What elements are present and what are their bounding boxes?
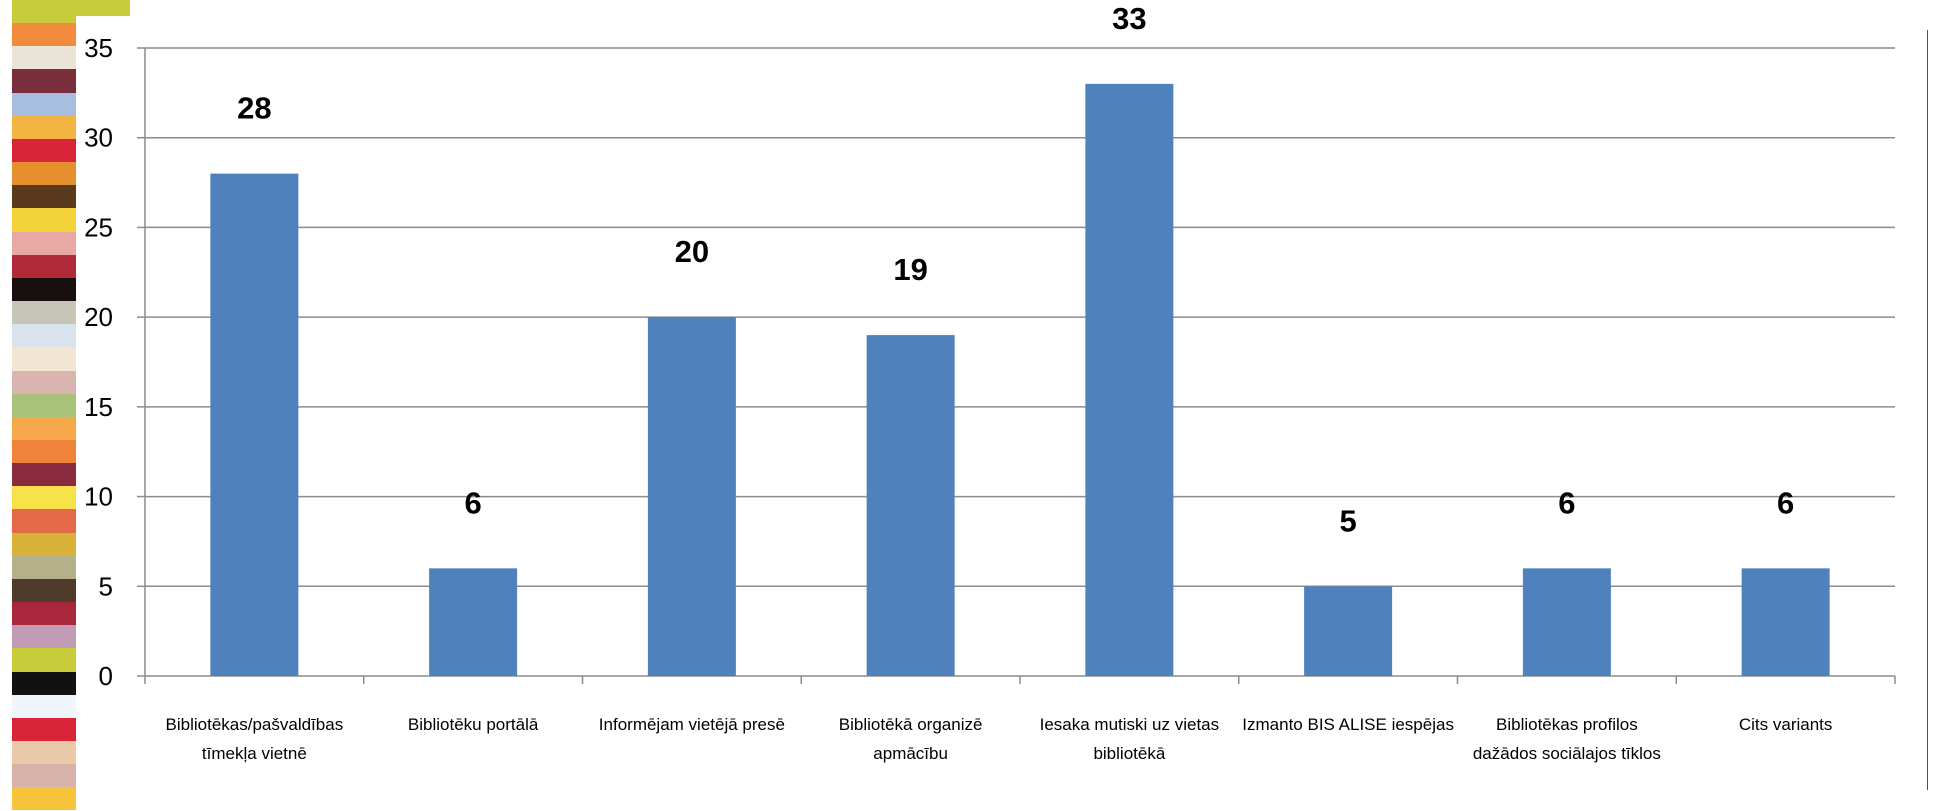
x-category-label: Informējam vietējā presē	[599, 715, 785, 734]
y-tick-label: 10	[84, 482, 113, 512]
data-labels: 28 6 20 19 33 5 6 6	[237, 1, 1794, 538]
stripe	[12, 46, 76, 70]
data-label: 33	[1112, 1, 1146, 36]
stripe	[12, 277, 76, 302]
bar	[866, 335, 955, 676]
stripe	[12, 671, 76, 695]
bar	[1522, 568, 1611, 676]
stripe	[12, 694, 76, 718]
bar	[1304, 586, 1393, 676]
x-category-label: Bibliotēkas profilos	[1496, 715, 1638, 734]
data-label: 6	[1777, 485, 1794, 520]
stripe	[12, 370, 76, 394]
y-tick-label: 25	[84, 212, 113, 242]
stripe	[12, 439, 76, 464]
stripe	[12, 509, 76, 533]
x-category-label: Iesaka mutiski uz vietas	[1040, 715, 1220, 734]
decorative-corner	[60, 0, 130, 16]
stripe	[12, 254, 76, 278]
stripe	[12, 578, 76, 603]
stripe	[12, 185, 76, 209]
stripe	[12, 787, 76, 811]
stripe	[12, 69, 76, 93]
stripe	[12, 138, 76, 163]
y-tick-label: 20	[84, 302, 113, 332]
x-category-label: tīmekļa vietnē	[202, 744, 307, 763]
data-label: 28	[237, 91, 271, 126]
stripe	[12, 625, 76, 649]
stripe	[12, 324, 76, 348]
bar	[647, 317, 736, 676]
x-category-label: Cits variants	[1739, 715, 1833, 734]
bar	[429, 568, 518, 676]
stripe	[12, 532, 76, 556]
bars	[210, 83, 1830, 676]
stripe	[12, 555, 76, 579]
stripe	[12, 347, 76, 371]
data-label: 19	[893, 252, 927, 287]
y-axis: 0 5 10 15 20 25 30 35	[84, 33, 146, 691]
y-tick-label: 15	[84, 392, 113, 422]
stripe	[12, 602, 76, 626]
x-category-label: apmācību	[873, 744, 948, 763]
stripe	[12, 416, 76, 440]
frame-edge	[1927, 30, 1928, 790]
stripe	[12, 463, 76, 487]
y-tick-label: 0	[99, 661, 113, 691]
data-label: 6	[465, 485, 482, 520]
y-tick-label: 30	[84, 123, 113, 153]
x-category-label: dažādos sociālajos tīklos	[1473, 744, 1661, 763]
data-label: 5	[1340, 503, 1357, 538]
stripe	[12, 231, 76, 255]
x-category-label: Bibliotēkā organizē	[839, 715, 983, 734]
stripe	[12, 92, 76, 116]
stripe	[12, 393, 76, 417]
stripe	[12, 162, 76, 186]
stripe	[12, 741, 76, 765]
stripe	[12, 486, 76, 510]
stripe	[12, 115, 76, 139]
data-label: 6	[1558, 485, 1575, 520]
x-category-label: Izmanto BIS ALISE iespējas	[1242, 715, 1454, 734]
gridlines	[145, 47, 1895, 677]
data-label: 20	[675, 234, 709, 269]
decorative-stripe-bar	[12, 0, 76, 811]
stripe	[12, 648, 76, 672]
bar	[1085, 83, 1174, 676]
bar	[1741, 568, 1830, 676]
y-tick-label: 5	[99, 571, 113, 601]
x-category-label: Bibliotēkas/pašvaldības	[166, 715, 344, 734]
stripe	[12, 23, 76, 47]
y-tick-label: 35	[84, 33, 113, 63]
stripe	[12, 301, 76, 325]
bar	[210, 173, 299, 676]
stripe	[12, 764, 76, 788]
stripe	[12, 208, 76, 232]
x-category-label: Bibliotēku portālā	[408, 715, 539, 734]
stripe	[12, 717, 76, 741]
x-category-label: bibliotēkā	[1093, 744, 1165, 763]
x-axis: Bibliotēkas/pašvaldības tīmekļa vietnē Bib…	[144, 676, 1896, 763]
